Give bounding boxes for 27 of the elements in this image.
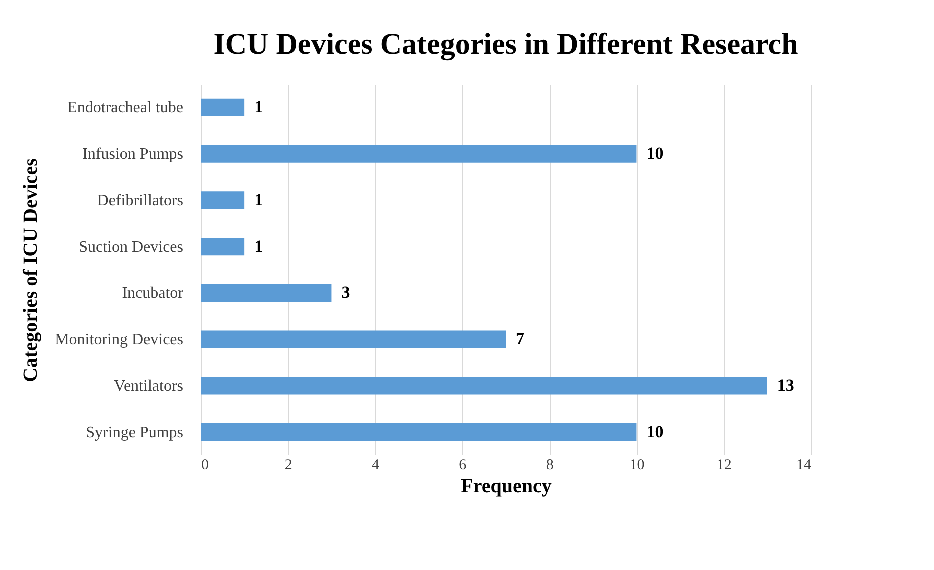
chart-title: ICU Devices Categories in Different Research bbox=[214, 28, 799, 61]
y-tick-label: Syringe Pumps bbox=[86, 424, 184, 442]
x-tick-label: 4 bbox=[372, 458, 380, 474]
y-tick-label: Ventilators bbox=[114, 378, 184, 395]
x-tick-label: 8 bbox=[546, 458, 554, 474]
data-label: 3 bbox=[342, 283, 350, 302]
data-label: 10 bbox=[646, 422, 664, 442]
data-label: 1 bbox=[254, 236, 264, 256]
y-tick-label: Defibrillators bbox=[97, 192, 184, 210]
data-label: 1 bbox=[254, 98, 264, 117]
x-tick-label: 12 bbox=[716, 458, 732, 474]
x-tick-label: 2 bbox=[284, 458, 292, 474]
y-tick-label: Suction Devices bbox=[79, 238, 184, 256]
data-label: 13 bbox=[777, 376, 794, 395]
x-tick-label: 10 bbox=[630, 458, 645, 474]
x-tick-label: 0 bbox=[202, 458, 209, 474]
x-tick-label: 6 bbox=[459, 458, 468, 474]
y-tick-label: Incubator bbox=[122, 285, 184, 302]
data-label: 1 bbox=[254, 190, 264, 210]
x-axis-title: Frequency bbox=[461, 476, 552, 498]
x-tick-label: 14 bbox=[796, 458, 812, 474]
y-axis-title: Categories of ICU Devices bbox=[20, 158, 42, 382]
data-label: 7 bbox=[516, 330, 525, 349]
data-label: 10 bbox=[646, 144, 664, 164]
y-tick-label: Endotracheal tube bbox=[68, 100, 184, 117]
y-tick-label: Monitoring Devices bbox=[55, 332, 184, 349]
y-tick-label: Infusion Pumps bbox=[82, 146, 184, 164]
